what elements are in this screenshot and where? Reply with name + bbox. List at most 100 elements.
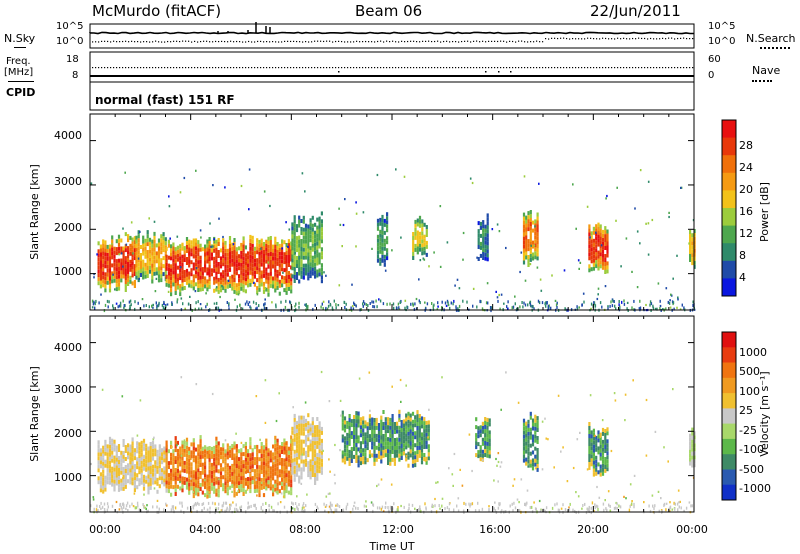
ground-cell [594, 506, 596, 510]
echo-cell [531, 442, 535, 447]
echo-cell [99, 284, 102, 289]
ground-cell [490, 306, 493, 310]
echo-cell [381, 254, 384, 259]
echo-cell [477, 233, 480, 238]
echo-cell [124, 268, 127, 273]
ground-cell [529, 300, 531, 304]
echo-cell [343, 444, 347, 449]
echo-cell [249, 262, 252, 267]
echo-cell [183, 254, 186, 259]
echo-cell [260, 462, 263, 466]
echo-cell [274, 276, 277, 281]
noise-cell [200, 448, 202, 451]
echo-cell [272, 284, 275, 289]
noise-cell [259, 438, 261, 441]
noise-cell [323, 271, 325, 274]
nsearch-dot [533, 41, 535, 43]
echo-cell [188, 271, 191, 276]
echo-cell [253, 489, 256, 493]
echo-cell [249, 481, 252, 486]
echo-cell [475, 437, 478, 442]
echo-cell [219, 256, 223, 261]
echo-cell [285, 489, 288, 494]
noise-cell [163, 302, 165, 306]
nsearch-dot [398, 41, 400, 43]
ground-cell [305, 504, 307, 508]
ground-cell [476, 305, 478, 309]
ground-cell [623, 299, 625, 303]
echo-cell [262, 477, 266, 482]
ground-cell [342, 508, 345, 512]
echo-cell [192, 474, 195, 479]
echo-cell [527, 447, 530, 452]
echo-cell [383, 230, 386, 235]
echo-cell [102, 485, 105, 490]
ground-cell [297, 507, 299, 511]
echo-cell [157, 258, 161, 263]
echo-cell [525, 461, 528, 466]
echo-cell [249, 258, 252, 263]
echo-cell [102, 279, 105, 284]
echo-cell [606, 269, 609, 274]
ground-cell [270, 505, 273, 509]
echo-cell [606, 229, 609, 234]
nsearch-dot [239, 41, 241, 43]
echo-cell [108, 260, 112, 265]
echo-cell [691, 253, 694, 258]
echo-cell [147, 482, 150, 487]
ground-cell [372, 300, 375, 304]
echo-cell [386, 256, 389, 261]
ground-cell [393, 502, 395, 506]
ground-cell [512, 305, 515, 309]
echo-cell [208, 450, 211, 454]
echo-cell [318, 445, 321, 450]
nave-dot [590, 67, 592, 69]
echo-cell [147, 462, 150, 467]
echo-cell [99, 256, 102, 261]
echo-cell [531, 256, 535, 261]
ground-cell [96, 504, 98, 508]
echo-cell [348, 418, 351, 422]
echo-cell [146, 266, 149, 270]
echo-cell [693, 244, 696, 249]
echo-cell [595, 455, 598, 460]
echo-cell [238, 469, 241, 474]
nsearch-dot [329, 40, 331, 42]
ground-cell [316, 505, 318, 509]
echo-cell [414, 431, 417, 436]
noise-cell [626, 301, 629, 304]
echo-cell [146, 254, 149, 258]
nave-dot [155, 67, 157, 69]
echo-cell [256, 472, 259, 477]
nsearch-dot [491, 40, 493, 43]
echo-cell [309, 431, 312, 436]
echo-cell [161, 456, 164, 461]
echo-cell [179, 454, 182, 459]
echo-cell [353, 431, 356, 435]
nave-dot [164, 67, 166, 69]
echo-cell [588, 252, 591, 257]
echo-cell [210, 272, 213, 277]
echo-cell [185, 453, 189, 458]
echo-cell [393, 461, 396, 466]
echo-cell [380, 447, 383, 452]
echo-cell [691, 447, 694, 452]
echo-cell [304, 255, 308, 260]
echo-cell [129, 460, 132, 465]
echo-cell [269, 470, 272, 475]
echo-cell [407, 411, 410, 416]
echo-cell [606, 447, 609, 452]
echo-cell [278, 449, 281, 454]
echo-cell [106, 252, 109, 257]
echo-cell [316, 273, 319, 278]
echo-cell [172, 262, 175, 267]
echo-cell [536, 440, 539, 444]
echo-cell [348, 441, 351, 446]
echo-cell [176, 277, 179, 282]
echo-cell [592, 226, 595, 231]
echo-cell [265, 474, 268, 479]
noise-cell [668, 215, 670, 219]
echo-cell [307, 248, 310, 253]
echo-cell [599, 264, 602, 269]
echo-cell [242, 484, 245, 488]
